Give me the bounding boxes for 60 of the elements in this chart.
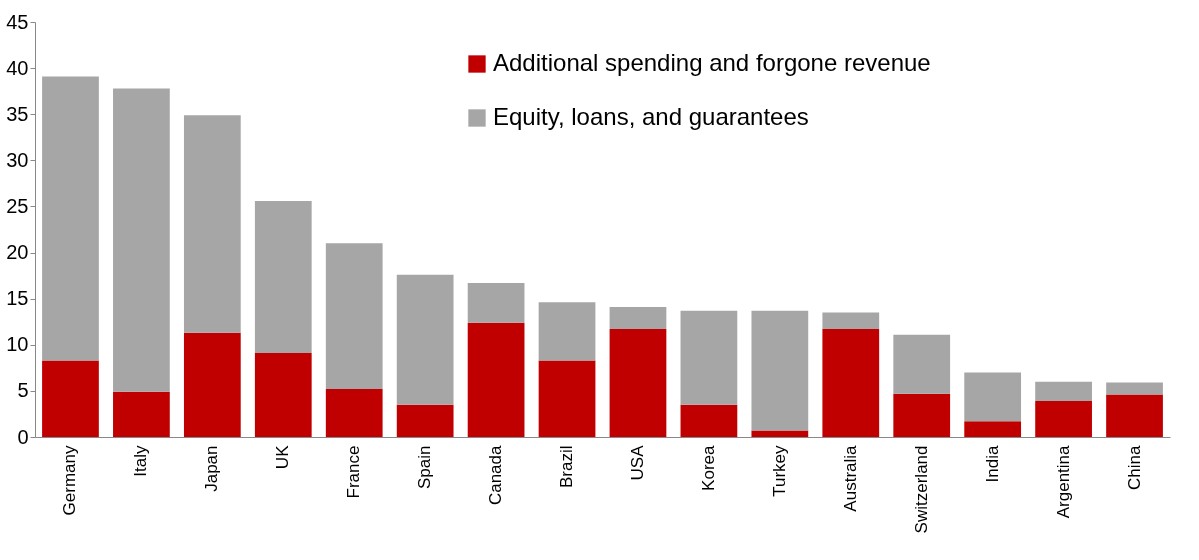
bar: [822, 312, 880, 330]
bar: [680, 310, 738, 405]
bar: [964, 372, 1022, 422]
bar: [183, 332, 241, 437]
x-tick-label: UK: [273, 444, 293, 470]
bar: [609, 306, 667, 330]
y-tick-label: 5: [17, 379, 29, 402]
bar: [42, 360, 99, 437]
y-tick-label: 0: [17, 425, 29, 448]
x-tick-label: Switzerland: [911, 445, 931, 534]
bar: [396, 274, 454, 405]
bar: [893, 393, 951, 437]
x-tick-label: India: [982, 444, 1002, 483]
y-tick-label: 10: [6, 333, 29, 356]
y-tick-label: 40: [6, 56, 29, 79]
x-tick-label: Germany: [60, 445, 80, 516]
x-tick-label: Canada: [486, 444, 506, 506]
bar: [1106, 394, 1163, 437]
bar: [751, 310, 809, 431]
bar: [609, 329, 667, 437]
bar: [396, 404, 454, 437]
bar: [467, 282, 525, 323]
x-tick-label: Australia: [840, 444, 860, 512]
bar: [42, 76, 99, 361]
bar: [751, 430, 809, 437]
bar: [964, 421, 1022, 437]
bar: [1035, 381, 1092, 402]
x-tick-label: Italy: [131, 445, 151, 477]
y-tick-label: 35: [6, 102, 29, 125]
x-tick-label: Argentina: [1053, 444, 1073, 519]
bar: [538, 360, 596, 437]
bar: [538, 302, 596, 361]
bar: [113, 391, 170, 437]
y-tick-label: 15: [6, 287, 29, 310]
legend-label: Additional spending and forgone revenue: [493, 49, 931, 76]
y-tick-label: 45: [6, 10, 29, 33]
x-tick-label: China: [1124, 444, 1144, 490]
bar: [680, 404, 738, 437]
bar: [113, 88, 170, 392]
bar: [893, 334, 951, 394]
x-tick-label: Brazil: [557, 445, 577, 489]
x-tick-label: Japan: [202, 445, 222, 492]
y-tick-label: 20: [6, 241, 29, 264]
bar: [254, 353, 312, 437]
x-tick-label: Turkey: [769, 445, 789, 497]
bar: [254, 200, 312, 354]
y-tick-label: 30: [6, 148, 29, 171]
bar: [183, 115, 241, 333]
x-tick-label: Spain: [415, 445, 435, 489]
bar: [1106, 382, 1163, 395]
y-tick-label: 25: [6, 194, 29, 217]
bar: [467, 322, 525, 437]
x-tick-label: USA: [627, 444, 647, 481]
bar: [325, 243, 383, 390]
x-tick-label: France: [344, 445, 364, 499]
bar: [822, 329, 880, 437]
bar: [325, 389, 383, 437]
legend-label: Equity, loans, and guarantees: [493, 103, 809, 130]
x-tick-label: Korea: [698, 444, 718, 491]
bar: [1035, 401, 1092, 437]
